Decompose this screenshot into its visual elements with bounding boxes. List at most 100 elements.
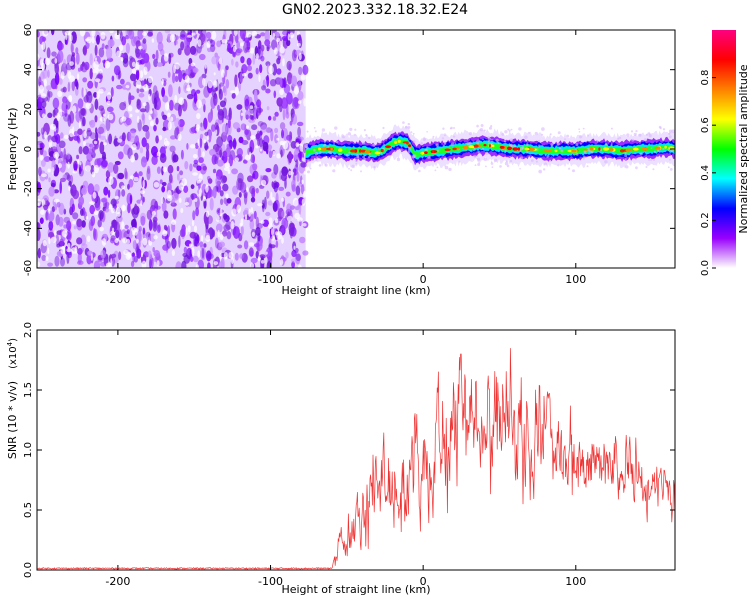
noise-blotch	[138, 171, 143, 177]
noise-gap	[85, 102, 92, 109]
noise-gap	[118, 44, 124, 52]
band-speckle	[648, 159, 650, 161]
noise-gap	[57, 90, 63, 98]
colorbar: 0.0 0.2 0.4 0.6 0.8 Normalized spectral ampl…	[700, 30, 750, 276]
noise-blotch	[282, 108, 287, 119]
noise-blotch	[265, 168, 272, 173]
noise-blotch	[137, 30, 144, 40]
noise-gap	[93, 210, 99, 215]
noise-blotch	[198, 157, 204, 164]
noise-blotch	[297, 90, 304, 101]
band-hotspot	[350, 149, 356, 153]
noise-blotch	[213, 92, 217, 100]
noise-blotch	[66, 251, 70, 264]
noise-blotch	[148, 218, 153, 231]
band-speckle	[504, 149, 507, 152]
band-speckle	[546, 154, 550, 158]
noise-blotch	[80, 63, 88, 73]
band-speckle	[671, 129, 675, 133]
noise-blotch	[281, 129, 284, 139]
noise-blotch	[142, 124, 150, 132]
spectrogram-y-tick-label: 40	[23, 63, 34, 76]
noise-gap	[203, 139, 207, 144]
noise-gap	[148, 240, 152, 246]
noise-gap	[107, 113, 114, 121]
noise-blotch	[189, 256, 194, 262]
noise-blotch	[203, 198, 207, 209]
noise-gap	[72, 220, 76, 225]
noise-gap	[246, 32, 252, 38]
noise-blotch	[214, 122, 219, 130]
noise-gap	[72, 105, 77, 114]
noise-gap	[187, 225, 191, 233]
band-speckle	[656, 149, 660, 152]
noise-gap	[223, 167, 230, 172]
noise-gap	[196, 99, 203, 109]
noise-gap	[153, 235, 158, 240]
band-speckle	[307, 170, 310, 174]
noise-blotch	[184, 160, 189, 170]
noise-gap	[171, 249, 175, 257]
band-speckle	[610, 143, 613, 146]
band-speckle	[315, 158, 318, 162]
noise-gap	[91, 36, 95, 44]
noise-gap	[37, 53, 40, 61]
noise-blotch	[75, 52, 80, 65]
noise-gap	[249, 105, 254, 110]
noise-blotch	[262, 203, 265, 213]
noise-blotch	[71, 203, 76, 213]
noise-gap	[246, 125, 249, 129]
noise-gap	[217, 229, 220, 238]
noise-blotch	[291, 184, 296, 192]
noise-blotch	[96, 74, 103, 80]
noise-blotch	[186, 143, 189, 150]
noise-blotch	[58, 140, 66, 149]
noise-gap	[114, 32, 121, 40]
noise-blotch	[241, 64, 248, 74]
noise-gap	[164, 102, 170, 111]
noise-gap	[149, 120, 154, 127]
noise-blotch	[125, 117, 132, 126]
noise-blotch	[236, 147, 243, 157]
band-speckle	[575, 143, 579, 147]
noise-blotch	[243, 159, 248, 164]
snr-x-tick-label: -100	[258, 575, 283, 588]
noise-blotch	[206, 31, 212, 39]
noise-blotch	[266, 46, 270, 52]
noise-blotch	[110, 219, 118, 227]
noise-blotch	[62, 96, 68, 104]
noise-blotch	[104, 201, 110, 209]
band-speckle	[509, 159, 513, 163]
noise-gap	[205, 234, 211, 243]
noise-blotch	[234, 252, 239, 261]
noise-blotch	[118, 229, 122, 241]
noise-blotch	[59, 181, 62, 194]
noise-blotch	[266, 190, 270, 199]
band-speckle	[345, 153, 349, 157]
band-speckle	[667, 166, 670, 169]
noise-gap	[148, 93, 151, 101]
noise-blotch	[224, 65, 228, 78]
noise-blotch	[89, 143, 94, 148]
noise-gap	[163, 53, 169, 62]
noise-blotch	[164, 30, 171, 34]
noise-blotch	[199, 241, 204, 248]
noise-blotch	[88, 120, 93, 126]
noise-gap	[191, 219, 195, 227]
noise-blotch	[75, 111, 83, 123]
noise-blotch	[273, 164, 279, 175]
band-speckle	[482, 147, 484, 150]
band-speckle	[525, 151, 529, 154]
noise-gap	[268, 223, 273, 229]
band-speckle	[427, 155, 431, 159]
band-speckle	[348, 167, 350, 170]
noise-gap	[300, 74, 306, 81]
noise-blotch	[98, 47, 105, 58]
band-speckle	[354, 159, 358, 163]
noise-blotch	[226, 231, 232, 240]
band-speckle	[436, 149, 439, 152]
noise-gap	[206, 135, 210, 141]
noise-blotch	[295, 253, 302, 262]
noise-blotch	[214, 156, 219, 165]
noise-gap	[140, 190, 145, 195]
